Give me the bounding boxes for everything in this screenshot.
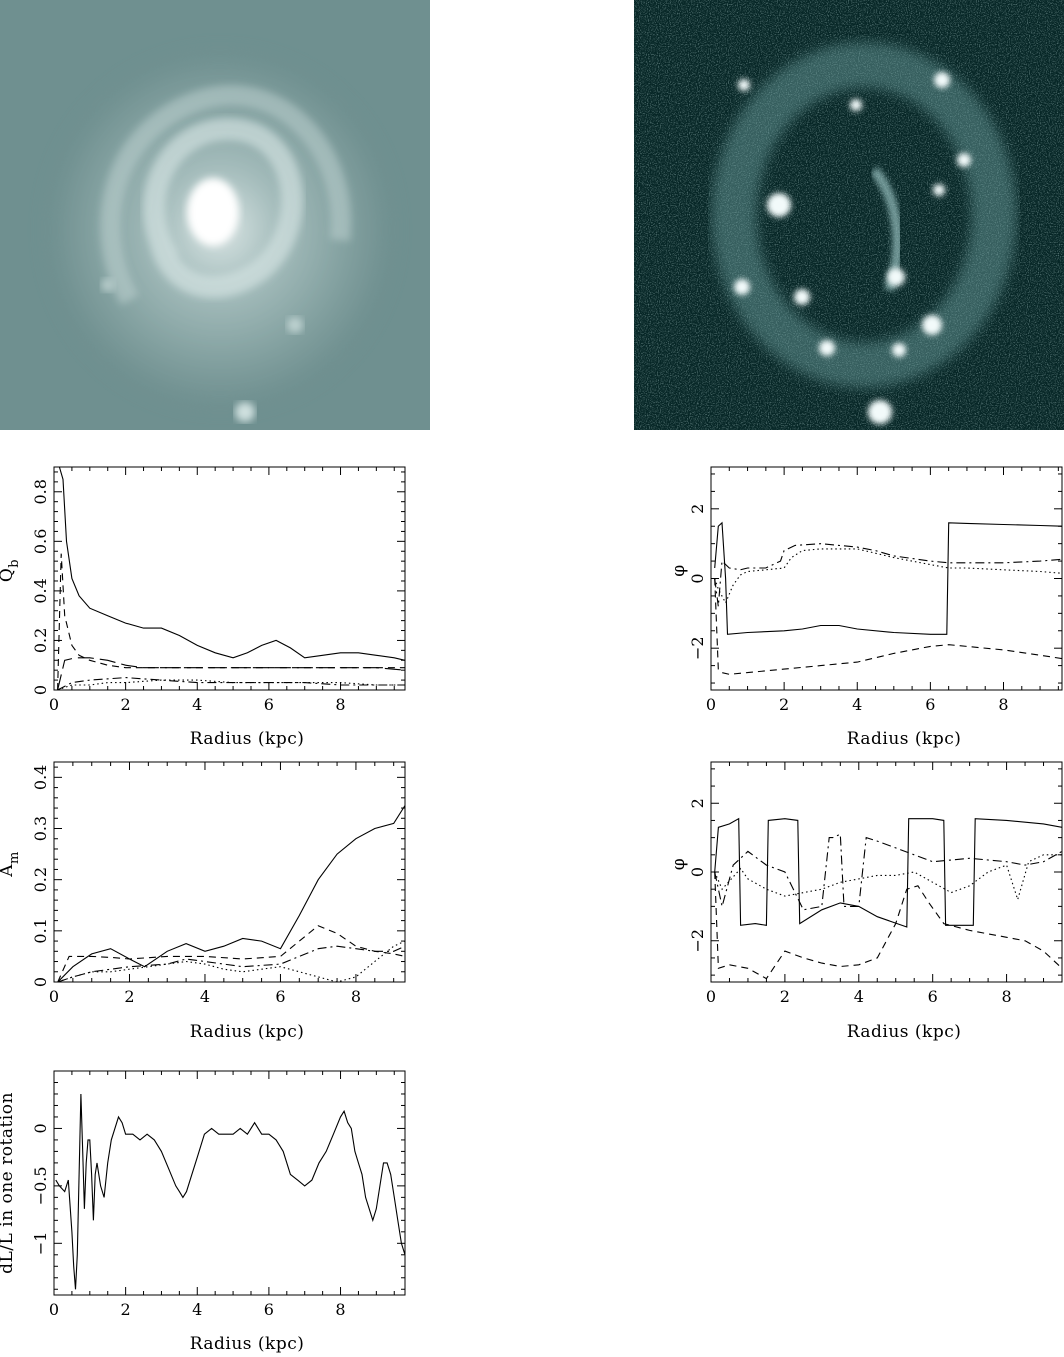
- y-tick-label: −1: [31, 1232, 50, 1256]
- y-tick-label: 0: [31, 977, 50, 987]
- x-tick-label: 2: [779, 695, 789, 714]
- chart-am: 0 2 4 6 8 0 0.1 0.2 0.3 0.4 Radius (kpc) Am: [0, 761, 406, 1042]
- x-tick-label: 2: [121, 1300, 131, 1319]
- series-line-dashed: [57, 925, 405, 982]
- series-line-dotted: [714, 548, 1062, 605]
- x-tick-label: 0: [706, 987, 716, 1006]
- series-line-solid: [714, 817, 1062, 928]
- series-line-longdash: [57, 657, 405, 690]
- x-tick-label: 4: [192, 1300, 202, 1319]
- x-tick-label: 0: [49, 987, 59, 1006]
- x-tick-label: 2: [124, 987, 134, 1006]
- galaxy-optical-image: [0, 0, 430, 430]
- x-tick-label: 4: [192, 695, 202, 714]
- y-tick-label: 0: [688, 573, 707, 583]
- series-line-dashdot: [714, 543, 1062, 607]
- x-tick-label: 4: [852, 695, 862, 714]
- y-tick-label: 2: [688, 504, 707, 514]
- galaxy-halpha-image: [634, 0, 1064, 430]
- chart-qb: 0 2 4 6 8 0 0.2 0.4 0.6 0.8 Radius (kpc) Qb: [0, 466, 406, 749]
- series-line-solid: [58, 467, 405, 661]
- series-line-dotted: [57, 679, 405, 690]
- series-line-dashdot: [57, 945, 405, 982]
- y-tick-label: 0.6: [31, 529, 50, 554]
- series-line-dashed: [57, 553, 405, 690]
- plot-frame: [53, 761, 406, 983]
- y-axis-label: Qb: [0, 559, 22, 582]
- x-axis-label: Radius (kpc): [190, 729, 305, 749]
- plot-frame: [53, 466, 406, 691]
- x-tick-label: 8: [1001, 987, 1011, 1006]
- y-tick-label: −0.5: [31, 1166, 50, 1205]
- x-tick-label: 8: [335, 695, 345, 714]
- x-tick-label: 2: [121, 695, 131, 714]
- y-tick-label: 0.1: [31, 918, 50, 943]
- plot-frame: [710, 761, 1063, 983]
- series-line-solid: [57, 805, 405, 982]
- x-tick-label: 0: [49, 695, 59, 714]
- y-tick-label: 0.4: [31, 578, 50, 603]
- y-tick-label: 0.8: [31, 479, 50, 504]
- y-tick-label: 0.2: [31, 867, 50, 892]
- y-tick-label: 0.3: [31, 816, 50, 841]
- x-tick-label: 6: [275, 987, 285, 1006]
- x-tick-label: 8: [335, 1300, 345, 1319]
- chart-phi-bottom: 0 2 4 6 8 −2 0 2 Radius (kpc) φ: [669, 761, 1063, 1042]
- series-line-dashed: [714, 578, 1062, 675]
- x-tick-label: 8: [351, 987, 361, 1006]
- x-tick-label: 4: [200, 987, 210, 1006]
- galaxy-optical-svg: [0, 0, 430, 430]
- x-tick-label: 6: [264, 695, 274, 714]
- x-tick-label: 6: [925, 695, 935, 714]
- galaxy-halpha-svg: [634, 0, 1064, 430]
- x-tick-label: 0: [706, 695, 716, 714]
- series-line-dashdot: [57, 677, 405, 690]
- chart-phi-top: 0 2 4 6 8 −2 0 2 Radius (kpc) φ: [669, 466, 1063, 749]
- x-axis-label: Radius (kpc): [190, 1022, 305, 1042]
- plot-frame: [53, 1070, 406, 1296]
- y-tick-label: −2: [688, 636, 707, 660]
- x-tick-label: 8: [998, 695, 1008, 714]
- series-line-dotted: [57, 940, 405, 982]
- x-axis-label: Radius (kpc): [847, 1022, 962, 1042]
- x-tick-label: 2: [780, 987, 790, 1006]
- y-tick-label: 0.4: [31, 765, 50, 790]
- y-tick-label: 2: [688, 798, 707, 808]
- series-line-solid: [714, 521, 1062, 635]
- y-axis-label: φ: [669, 564, 689, 576]
- x-tick-label: 6: [928, 987, 938, 1006]
- x-axis-label: Radius (kpc): [190, 1334, 305, 1354]
- x-tick-label: 6: [264, 1300, 274, 1319]
- series-line-dashed: [714, 871, 1062, 980]
- series-line-dashdot: [714, 833, 1062, 911]
- y-axis-label: Am: [0, 851, 22, 878]
- y-tick-label: 0.2: [31, 628, 50, 653]
- series-line-solid: [55, 1093, 405, 1290]
- x-tick-label: 4: [854, 987, 864, 1006]
- plot-frame: [710, 466, 1063, 691]
- y-tick-label: 0: [31, 685, 50, 695]
- y-tick-label: −2: [688, 929, 707, 953]
- x-tick-label: 0: [49, 1300, 59, 1319]
- y-axis-label: φ: [669, 858, 689, 870]
- chart-dl: 0 2 4 6 8 −1 −0.5 0 Radius (kpc) dL/L in one rota…: [0, 1070, 406, 1354]
- y-tick-label: 0: [688, 867, 707, 877]
- x-axis-label: Radius (kpc): [847, 729, 962, 749]
- y-axis-label: dL/L in one rotation: [0, 1092, 17, 1274]
- y-tick-label: 0: [31, 1123, 50, 1133]
